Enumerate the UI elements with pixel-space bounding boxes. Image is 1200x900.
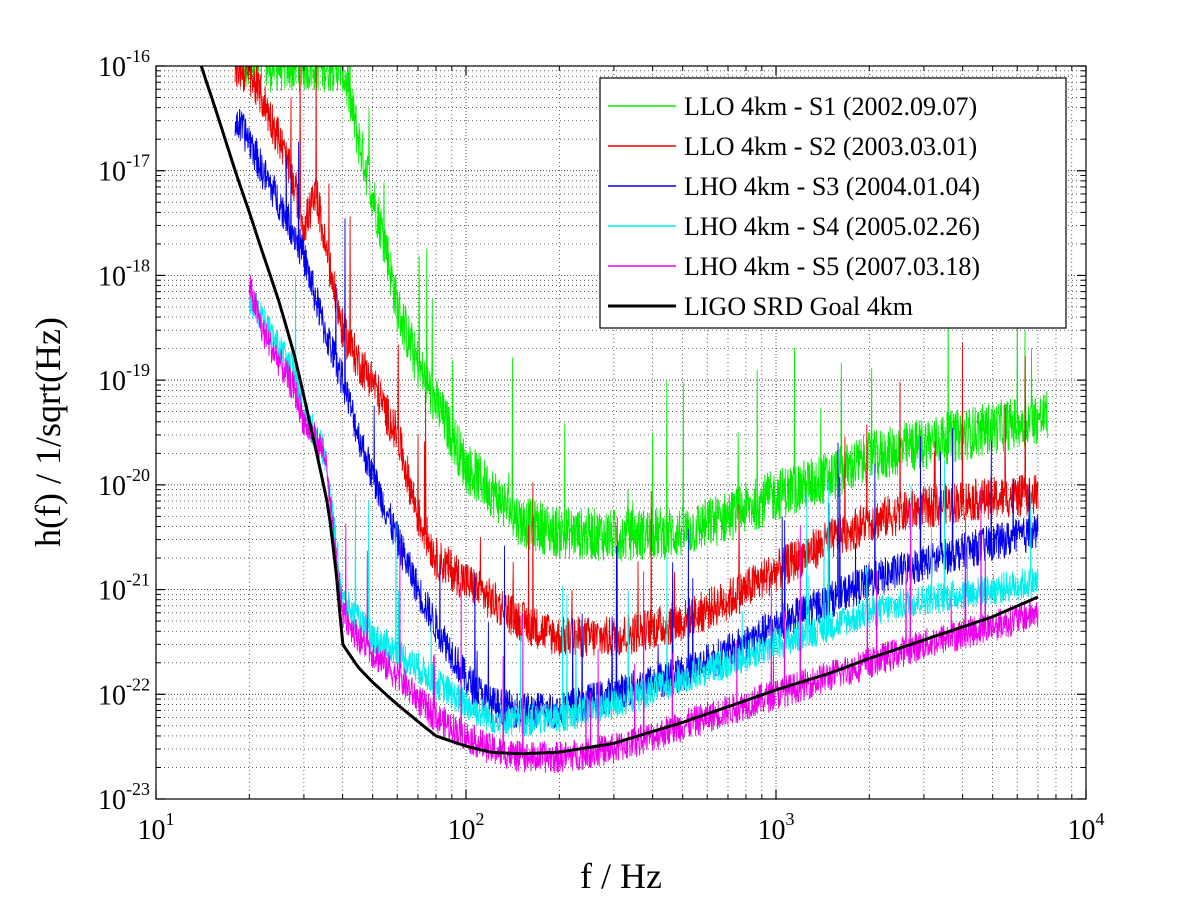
- y-tick-label-base: 10: [98, 52, 126, 83]
- y-tick-label-base: 10: [98, 366, 126, 397]
- y-tick-label-base: 10: [98, 471, 126, 502]
- x-tick-label: 102: [448, 809, 485, 846]
- y-tick-label: 10-21: [98, 570, 150, 607]
- y-tick-label-exp: -18: [126, 255, 150, 275]
- x-tick-label: 101: [138, 809, 175, 846]
- y-tick-label: 10-22: [98, 674, 150, 711]
- legend-box: [599, 77, 1067, 329]
- y-axis-label: h(f) / 1/sqrt(Hz): [28, 317, 68, 547]
- y-tick-label-base: 10: [98, 785, 126, 816]
- x-tick-label-exp: 1: [166, 809, 175, 829]
- y-tick-label: 10-20: [98, 465, 150, 502]
- x-tick-label-base: 10: [138, 815, 166, 846]
- tick-marks: [155, 65, 1087, 800]
- legend: LLO 4km - S1 (2002.09.07) LLO 4km - S2 (2…: [599, 77, 1067, 329]
- y-tick-label: 10-17: [98, 151, 150, 188]
- legend-label-3: LHO 4km - S3 (2004.01.04): [684, 172, 980, 201]
- y-tick-label-exp: -16: [126, 46, 150, 66]
- x-axis-label: f / Hz: [580, 856, 662, 896]
- y-tick-label-base: 10: [98, 576, 126, 607]
- series-line-5: [248, 274, 1039, 773]
- y-tick-label: 10-18: [98, 255, 150, 292]
- y-tick-label: 10-16: [98, 46, 150, 83]
- x-tick-labels: 101 102 103 104: [138, 809, 1105, 846]
- series-group: [199, 66, 1048, 773]
- y-tick-label-base: 10: [98, 680, 126, 711]
- y-tick-label-exp: -21: [126, 570, 150, 590]
- x-tick-label-exp: 3: [786, 809, 795, 829]
- legend-label-5: LHO 4km - S5 (2007.03.18): [684, 252, 980, 281]
- x-tick-label-base: 10: [1068, 815, 1096, 846]
- x-tick-label-base: 10: [448, 815, 476, 846]
- series-line-6: [199, 66, 1039, 756]
- y-tick-label-exp: -19: [126, 360, 150, 380]
- series-line-2: [234, 66, 1039, 658]
- y-tick-label: 10-23: [98, 779, 150, 816]
- plot-frame: [155, 65, 1087, 800]
- series-line-1: [242, 66, 1048, 562]
- legend-label-4: LHO 4km - S4 (2005.02.26): [684, 212, 980, 241]
- y-tick-label-exp: -17: [126, 151, 150, 171]
- y-tick-label-base: 10: [98, 261, 126, 292]
- x-tick-label: 103: [758, 809, 795, 846]
- x-tick-label-exp: 4: [1096, 809, 1105, 829]
- y-tick-label-exp: -22: [126, 674, 150, 694]
- x-tick-label-exp: 2: [476, 809, 485, 829]
- y-tick-label: 10-19: [98, 360, 150, 397]
- legend-label-6: LIGO SRD Goal 4km: [684, 292, 913, 321]
- y-tick-label-exp: -23: [126, 779, 150, 799]
- x-tick-label-base: 10: [758, 815, 786, 846]
- y-tick-label-base: 10: [98, 157, 126, 188]
- y-tick-label-exp: -20: [126, 465, 150, 485]
- legend-label-1: LLO 4km - S1 (2002.09.07): [684, 92, 977, 121]
- legend-label-2: LLO 4km - S2 (2003.03.01): [684, 132, 977, 161]
- x-tick-label: 104: [1068, 809, 1105, 846]
